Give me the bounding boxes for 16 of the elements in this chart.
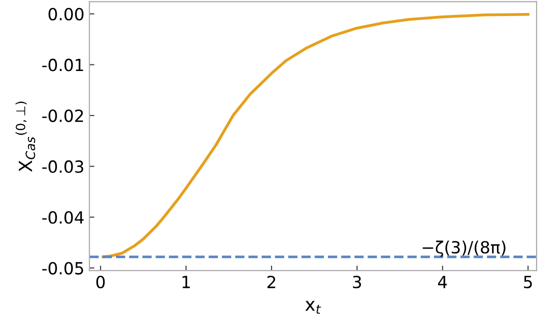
x-axis-title: x$_{t}$	[305, 300, 321, 314]
y-tick-label: -0.01	[42, 58, 84, 72]
y-axis-title: X$_{Cas}$$^{(0,⊥)}$	[16, 102, 36, 172]
x-tick-label: 2	[267, 276, 276, 288]
line-series	[102, 12, 530, 258]
x-tick-label: 1	[182, 276, 190, 288]
x-tick-label: 5	[524, 276, 532, 288]
y-tick-label: -0.05	[42, 262, 84, 275]
ref-line-label: −ζ(3)/(8π)	[422, 240, 506, 257]
x-tick-label: 3	[353, 276, 361, 288]
y-tick-label: -0.02	[42, 109, 83, 122]
x-tick-label: 0	[96, 276, 105, 288]
y-tick-label: -0.03	[42, 160, 84, 173]
y-tick-label: -0.04	[42, 211, 84, 224]
x-tick-label: 4	[438, 276, 447, 288]
y-tick-label: 0.00	[48, 8, 84, 20]
